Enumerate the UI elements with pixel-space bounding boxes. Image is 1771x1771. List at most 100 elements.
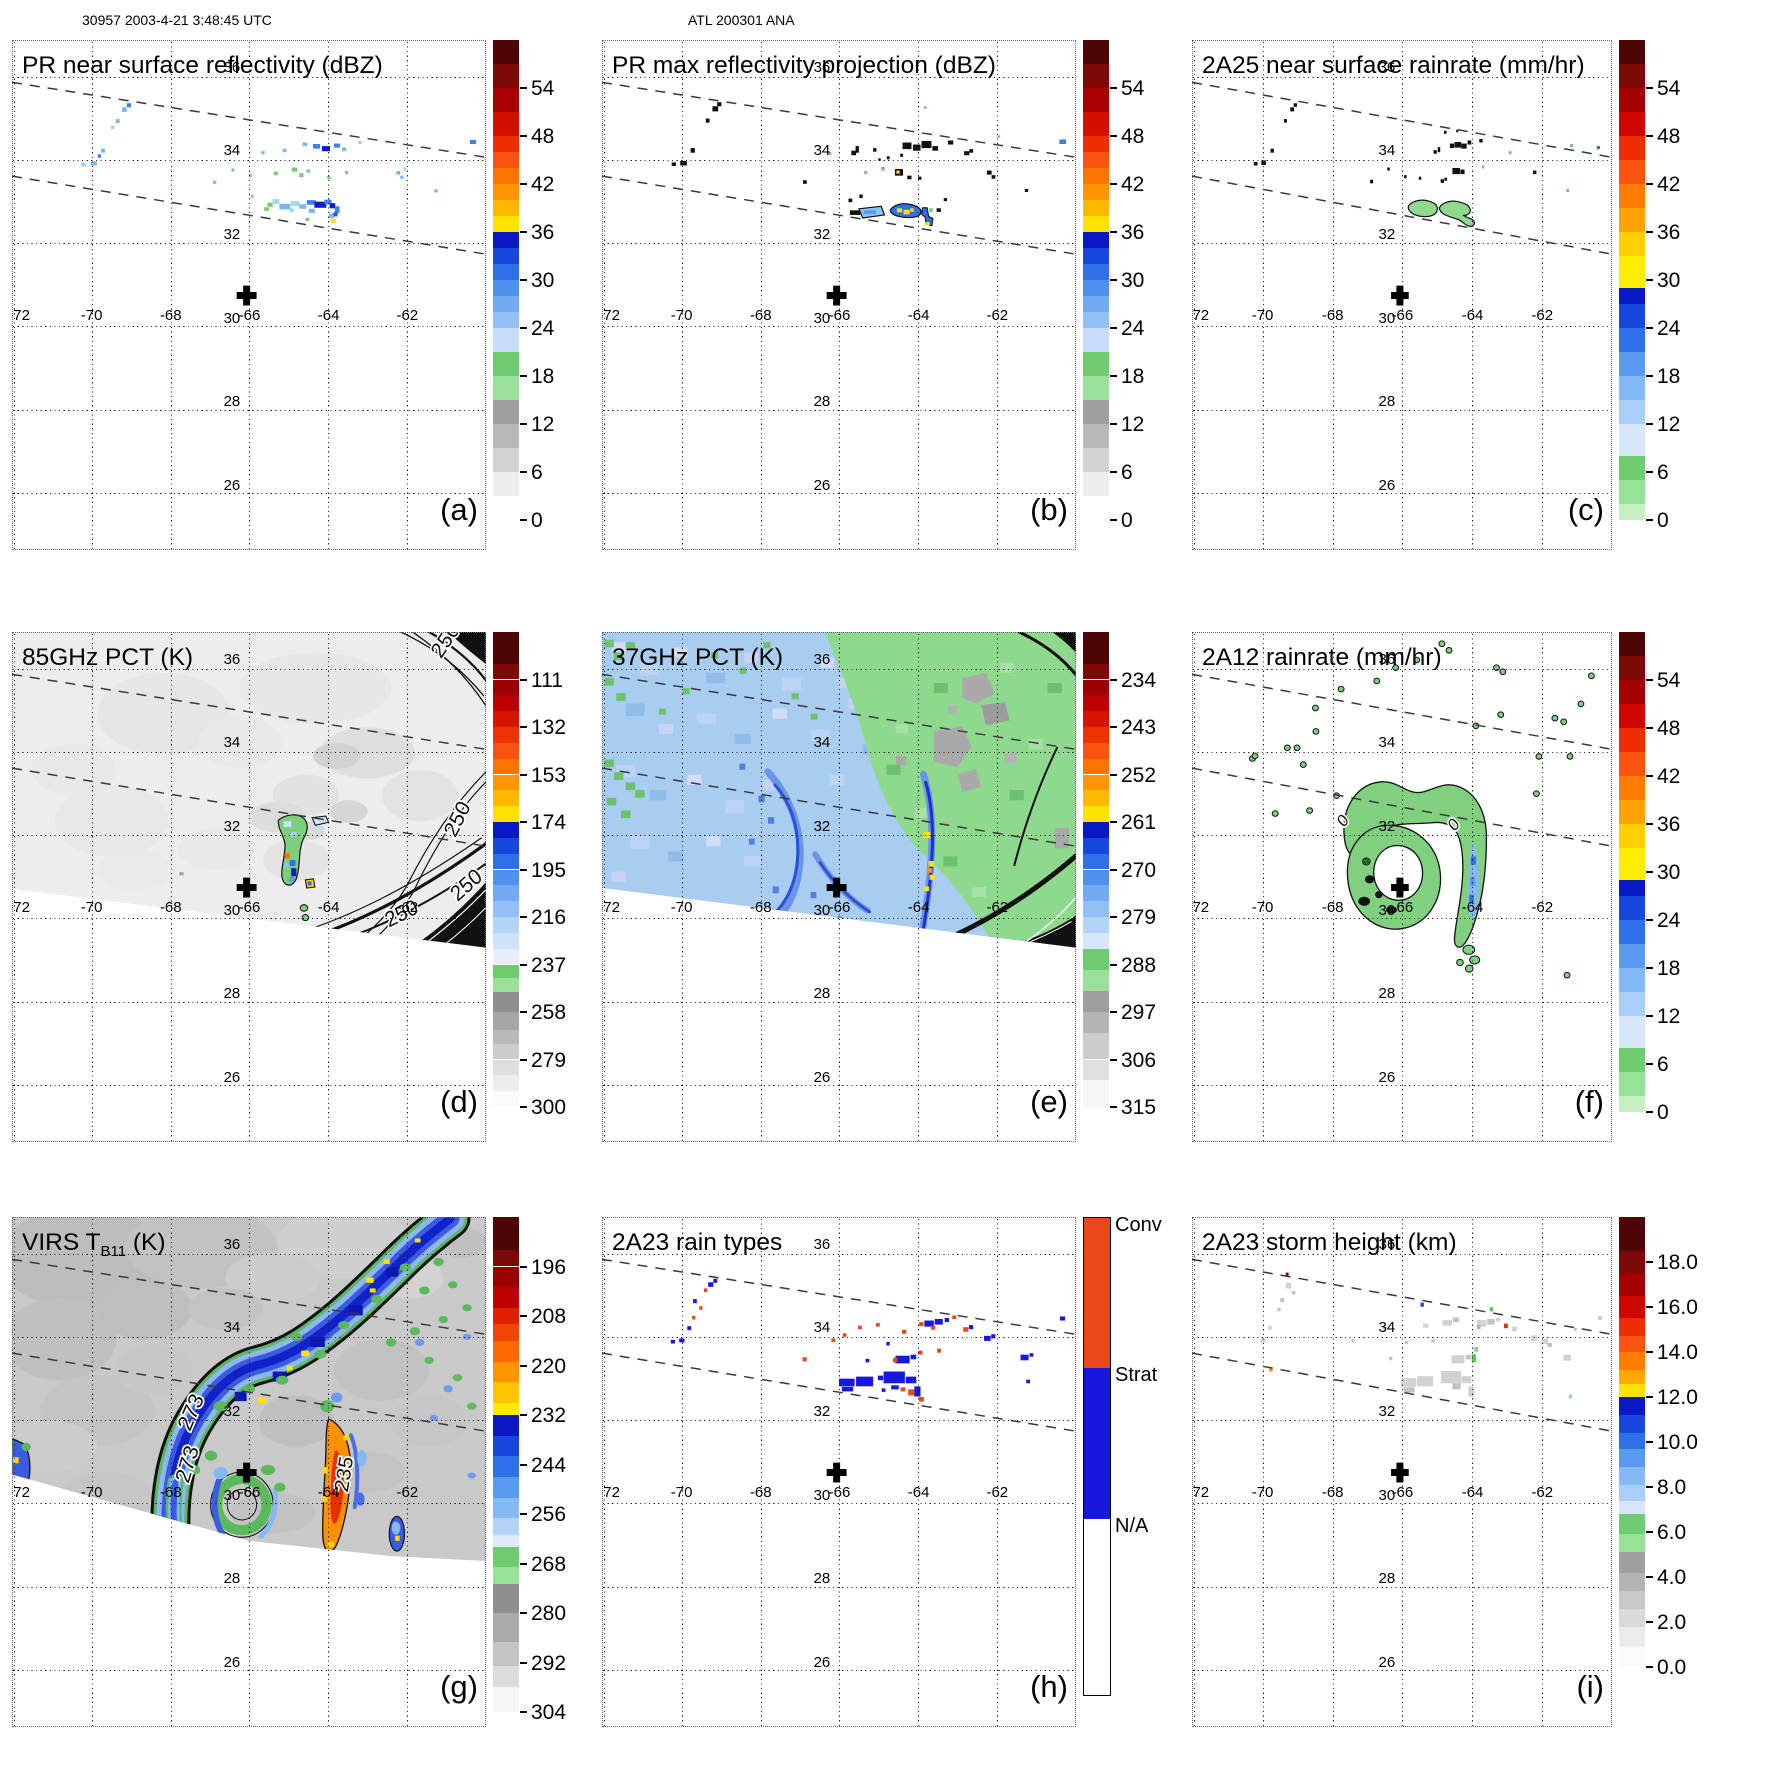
colorbar-tick-mark — [520, 1463, 527, 1466]
colorbar-segment — [1619, 400, 1645, 424]
colorbar-tick-mark — [520, 135, 527, 137]
map-data-cell — [288, 876, 295, 882]
lon-tick-label: -68 — [159, 307, 182, 325]
header-storm-id: ATL 200301 ANA — [688, 12, 795, 28]
map-data-blob — [399, 1263, 412, 1272]
map-data-blob — [1374, 678, 1380, 684]
colorbar-segment — [1083, 376, 1109, 400]
colorbar-segment — [1083, 991, 1109, 1012]
colorbar-tick-label: 315 — [1121, 1096, 1157, 1119]
colorbar-segment — [1619, 456, 1645, 481]
storm-center-cross — [1391, 286, 1409, 306]
colorbar-tick-label: 132 — [531, 716, 567, 739]
colorbar-segment — [493, 1456, 519, 1477]
map-data-cell — [670, 1339, 675, 1344]
map-data-cell — [1452, 168, 1460, 175]
map-data-shape — [215, 1481, 222, 1533]
colorbar-segment — [493, 1287, 519, 1308]
swath-edge-dashed-line — [1192, 1259, 1612, 1334]
map-data-cell — [687, 774, 702, 785]
colorbar-tick-label: 48 — [1657, 125, 1681, 148]
colorbar-tick-mark — [1110, 1011, 1117, 1013]
panel-title-text: PR near surface reflectivity (dBZ) — [22, 52, 383, 79]
panel-title: 2A25 near surface rainrate (mm/hr) — [1202, 52, 1585, 83]
map-data-cell — [1456, 129, 1459, 133]
colorbar-tick-mark — [520, 1513, 527, 1515]
map-data-cell — [1418, 176, 1422, 180]
swath-edge-dashed-line — [12, 1259, 486, 1334]
panel-title-text: 85GHz PCT (K) — [22, 644, 194, 671]
lon-tick-label: -66 — [1391, 1484, 1414, 1502]
map-data-cell — [1059, 1316, 1066, 1321]
colorbar-tick-mark — [1110, 678, 1117, 681]
colorbar-tick-label: 268 — [531, 1552, 567, 1576]
colorbar-segment — [1619, 944, 1645, 968]
storm-center-cross — [827, 286, 847, 306]
map-data-shape — [1408, 200, 1437, 217]
map-data-cell — [900, 153, 903, 157]
colorbar-tick-mark — [1110, 231, 1117, 233]
map-data-cell — [1566, 188, 1570, 192]
colorbar-tick-mark — [520, 868, 527, 871]
colorbar-segment — [493, 112, 519, 136]
map-data-cell — [1489, 1307, 1494, 1312]
map-data-cell — [264, 207, 269, 211]
map-data-cell — [1461, 143, 1467, 149]
colorbar-segment — [493, 1324, 519, 1341]
map-data-cell — [101, 148, 105, 153]
colorbar-tick-mark — [520, 1315, 527, 1317]
colorbar-segment — [1083, 917, 1109, 933]
map-data-blob — [1313, 705, 1319, 711]
map-data-blob — [1578, 701, 1584, 707]
map-data-cell — [321, 146, 331, 152]
colorbar-segment — [1083, 247, 1109, 265]
panel-letter: (c) — [1567, 492, 1604, 527]
map-data-cell — [886, 156, 890, 160]
colorbar-segment — [493, 1075, 519, 1092]
map-data-cell — [348, 1305, 363, 1316]
map-data-cell — [1454, 142, 1462, 148]
map-data-cell — [1004, 752, 1017, 764]
colorbar-segment — [493, 837, 519, 854]
colorbar-segment — [493, 151, 519, 169]
colorbar-tick-label: 280 — [531, 1602, 567, 1625]
colorbar-segment — [1619, 304, 1645, 328]
map-data-cell — [713, 1278, 718, 1283]
map-data-cell — [857, 1325, 862, 1330]
map-data-cell — [606, 797, 617, 806]
lon-tick-label: -62 — [396, 1484, 419, 1502]
map-data-cell — [1530, 1335, 1538, 1341]
map-overlay — [1192, 632, 1612, 1142]
panel-c: 2A25 near surface rainrate (mm/hr) (c) 3… — [1192, 40, 1680, 550]
colorbar-segment — [1619, 64, 1645, 88]
colorbar-segment — [1083, 632, 1109, 664]
colorbar-tick-label: 234 — [1121, 668, 1157, 692]
map-data-cell — [400, 175, 404, 179]
colorbar-tick-label: 30 — [1657, 269, 1681, 292]
map-canvas — [1253, 103, 1600, 550]
colorbar-segment — [493, 352, 519, 376]
panel-letter: (h) — [1030, 1669, 1068, 1704]
map-data-cell — [802, 180, 807, 184]
colorbar-tick-label: 196 — [531, 1255, 567, 1279]
colorbar-tick-mark — [1646, 231, 1653, 233]
swath-edge-dashed-line — [1192, 82, 1612, 157]
map-overlay — [602, 1217, 1076, 1727]
map-data-blob — [177, 828, 254, 870]
colorbar-tick-label: 0 — [1657, 1101, 1669, 1124]
colorbar-category-label: Conv — [1115, 1214, 1162, 1236]
lon-tick-label: -62 — [986, 899, 1009, 917]
storm-center-cross — [1391, 878, 1409, 898]
map-data-cell — [921, 140, 932, 149]
colorbar-segment — [493, 168, 519, 184]
panel-title: PR max reflectivity projection (dBZ) — [612, 52, 996, 83]
colorbar-segment — [1619, 112, 1645, 136]
map-data-cell — [744, 856, 761, 867]
map-data-blob — [290, 1332, 303, 1341]
colorbar-segment — [493, 448, 519, 472]
colorbar-segment — [1083, 199, 1109, 217]
panel-title: PR near surface reflectivity (dBZ) — [22, 52, 383, 83]
colorbar-segment — [1083, 1059, 1109, 1081]
colorbar-segment — [1619, 288, 1645, 304]
map-data-blob — [433, 1257, 444, 1266]
